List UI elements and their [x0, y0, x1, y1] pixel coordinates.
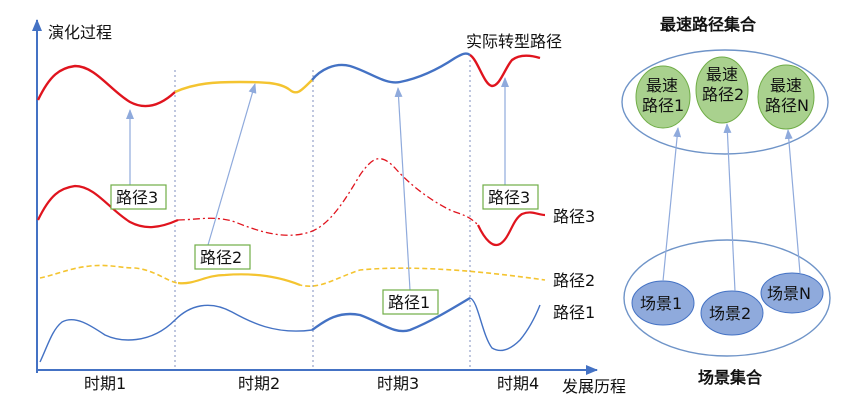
label-box-b [194, 244, 251, 270]
path2-curve [39, 264, 546, 287]
path1-curve [39, 297, 541, 363]
fastest-path-node-1 [635, 65, 691, 129]
scenario-set-title: 场景集合 [698, 368, 763, 387]
path3-curve-dashdot [177, 158, 479, 236]
scenario-node-n [760, 272, 824, 314]
arrow-scenario-2 [723, 123, 736, 292]
fastest-path-node-n [757, 64, 815, 130]
period-label-1: 时期1 [84, 374, 126, 393]
side-label-path2: 路径2 [553, 271, 595, 290]
path1-bold-segment [311, 296, 471, 333]
fastest-path-node-2-line2: 路径2 [702, 85, 744, 104]
path2-solid-segment [177, 273, 301, 287]
scenario-node-2 [700, 290, 764, 336]
label-box-c [382, 289, 439, 315]
side-label-path1: 路径1 [553, 303, 595, 322]
label-box-a-text: 路径3 [116, 188, 158, 207]
arrow-scenario-1 [662, 127, 682, 282]
fastest-path-node-n-line2: 路径N [765, 96, 809, 115]
label-box-a [110, 184, 167, 210]
scenario-node-2-text: 场景2 [709, 304, 751, 323]
scenario-node-1-text: 场景1 [640, 294, 682, 313]
y-axis-label: 演化过程 [48, 23, 112, 42]
fastest-path-node-2-line1: 最速 [706, 65, 738, 84]
actual-path-label: 实际转型路径 [466, 32, 562, 51]
fastest-set-title: 最速路径集合 [660, 15, 757, 34]
x-axis-label: 发展历程 [562, 377, 626, 396]
fastest-path-node-2 [695, 56, 749, 124]
arrow-scenario-n [784, 129, 801, 274]
arrow-box-b [207, 83, 257, 246]
path3-curve-right [477, 211, 546, 247]
label-box-d [482, 184, 539, 210]
fastest-path-node-n-line1: 最速 [770, 76, 802, 95]
actual-path-yellow [174, 79, 313, 94]
actual-path-blue [311, 52, 471, 84]
period-label-2: 时期2 [238, 374, 280, 393]
fastest-path-node-1-line1: 最速 [646, 76, 678, 95]
fastest-path-node-1-line2: 路径1 [642, 96, 684, 115]
path3-curve-left [37, 184, 179, 229]
arrow-box-c [394, 87, 411, 291]
label-box-d-text: 路径3 [488, 188, 530, 207]
actual-path-red-2 [469, 53, 541, 88]
label-box-c-text: 路径1 [388, 293, 430, 312]
period-label-3: 时期3 [377, 374, 419, 393]
label-box-b-text: 路径2 [200, 248, 242, 267]
actual-path-red-1 [36, 64, 176, 108]
scenario-node-n-text: 场景N [767, 284, 811, 303]
side-label-path3: 路径3 [553, 207, 595, 226]
period-label-4: 时期4 [497, 374, 539, 393]
